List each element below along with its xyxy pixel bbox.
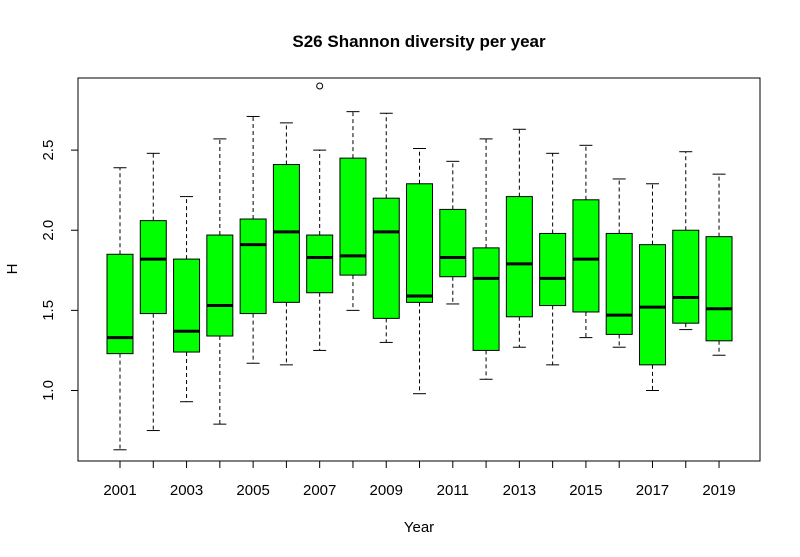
iqr-box: [672, 229, 700, 324]
iqr-box: [339, 157, 367, 276]
x-tick-label: 2005: [236, 482, 269, 499]
box-2010: [406, 148, 434, 395]
iqr-box: [206, 234, 234, 337]
y-tick-label: 1.5: [40, 300, 57, 321]
iqr-box: [139, 220, 167, 315]
box-2011: [439, 160, 467, 305]
x-axis: 2001 2003 2005 2007 2009 2011 2013 2015 2017 2019: [103, 460, 736, 499]
x-axis-label: Year: [404, 519, 434, 536]
iqr-box: [439, 208, 467, 278]
box-2009: [372, 112, 400, 343]
y-axis: 1.0 1.5 2.0 2.5: [40, 140, 79, 401]
x-tick-label: 2001: [103, 482, 136, 499]
iqr-box: [605, 232, 633, 335]
iqr-box: [406, 183, 434, 303]
x-tick-label: 2003: [170, 482, 203, 499]
iqr-box: [372, 197, 400, 319]
y-tick-label: 2.5: [40, 140, 57, 161]
outlier-point: [316, 82, 324, 90]
box-2017: [638, 183, 666, 391]
x-tick-label: 2011: [437, 482, 469, 499]
box-2018: [672, 151, 700, 331]
iqr-box: [505, 196, 533, 318]
box-2013: [505, 128, 533, 348]
iqr-box: [272, 164, 300, 303]
x-tick-label: 2013: [503, 482, 536, 499]
box-2002: [139, 152, 167, 432]
iqr-box: [173, 258, 201, 353]
box-2007: [306, 82, 334, 351]
y-tick-label: 1.0: [40, 380, 57, 401]
x-tick-label: 2007: [303, 482, 336, 499]
chart-title: S26 Shannon diversity per year: [292, 32, 546, 51]
x-tick-label: 2015: [569, 482, 602, 499]
box-2003: [173, 196, 201, 403]
x-tick-label: 2017: [636, 482, 669, 499]
box-2015: [572, 144, 600, 339]
iqr-box: [472, 247, 500, 351]
box-2012: [472, 138, 500, 380]
iqr-box: [306, 234, 334, 294]
iqr-box: [572, 199, 600, 313]
box-2019: [705, 173, 733, 356]
box-2006: [272, 122, 300, 366]
y-tick-label: 2.0: [40, 220, 57, 241]
x-tick-label: 2019: [702, 482, 735, 499]
boxes-group: [106, 82, 733, 451]
y-axis-label: H: [4, 264, 21, 275]
box-2005: [239, 115, 267, 364]
x-tick-label: 2009: [370, 482, 403, 499]
box-2001: [106, 167, 134, 451]
box-2004: [206, 138, 234, 425]
iqr-box: [539, 232, 567, 307]
box-2014: [539, 152, 567, 366]
box-2016: [605, 178, 633, 348]
iqr-box: [638, 244, 666, 366]
iqr-box: [705, 236, 733, 342]
box-2008: [339, 111, 367, 311]
iqr-box: [239, 218, 267, 315]
